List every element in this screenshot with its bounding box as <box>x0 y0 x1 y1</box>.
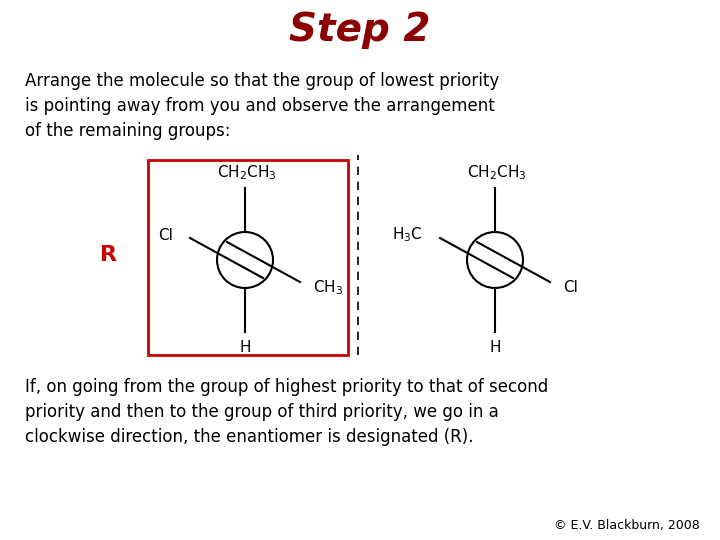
Text: Cl: Cl <box>563 280 578 295</box>
Text: Arrange the molecule so that the group of lowest priority
is pointing away from : Arrange the molecule so that the group o… <box>25 72 499 140</box>
Text: © E.V. Blackburn, 2008: © E.V. Blackburn, 2008 <box>554 519 700 532</box>
Text: H: H <box>239 340 251 355</box>
Text: Step 2: Step 2 <box>289 11 431 49</box>
Text: H: H <box>490 340 500 355</box>
Text: $\mathregular{CH_3}$: $\mathregular{CH_3}$ <box>313 279 343 298</box>
Bar <box>148 160 348 355</box>
Text: Cl: Cl <box>158 227 173 242</box>
Text: R: R <box>99 245 117 265</box>
Text: $\mathregular{H_3C}$: $\mathregular{H_3C}$ <box>392 226 423 244</box>
Text: $\mathregular{CH_2CH_3}$: $\mathregular{CH_2CH_3}$ <box>467 163 527 182</box>
Text: $\mathregular{CH_2CH_3}$: $\mathregular{CH_2CH_3}$ <box>217 163 276 182</box>
Text: If, on going from the group of highest priority to that of second
priority and t: If, on going from the group of highest p… <box>25 378 548 446</box>
